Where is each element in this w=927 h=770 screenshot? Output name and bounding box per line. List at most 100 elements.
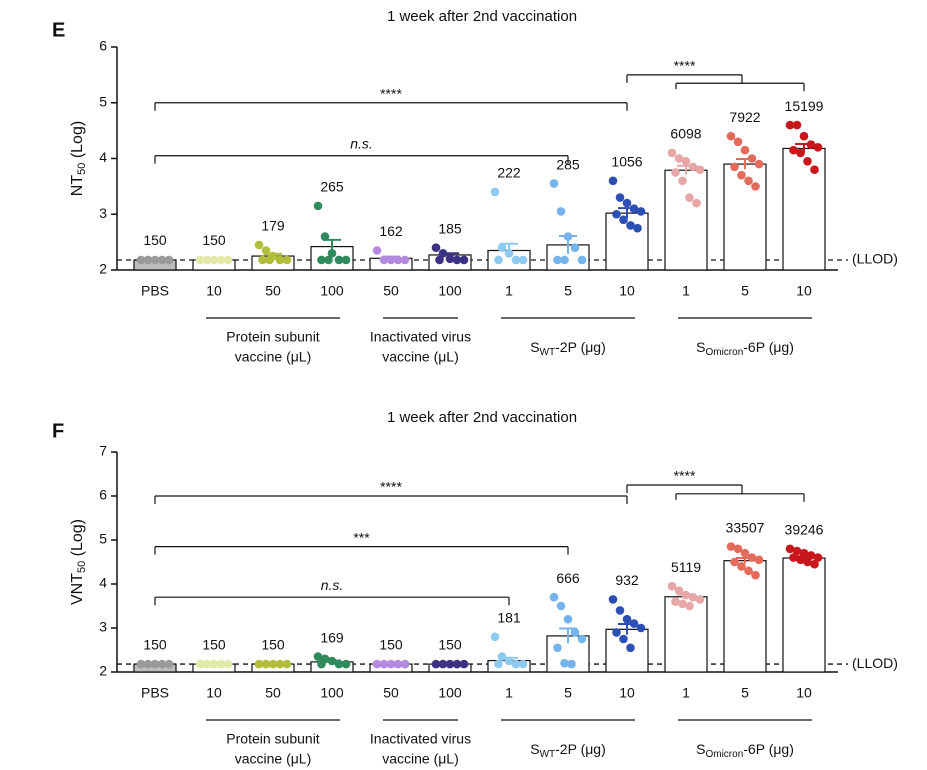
bar [605, 212, 649, 271]
data-point [636, 207, 646, 216]
data-point [785, 120, 795, 130]
value-label: 666 [556, 570, 580, 586]
bar [605, 628, 649, 673]
value-label: 150 [143, 232, 167, 248]
data-point [612, 209, 621, 219]
data-point [730, 557, 739, 567]
data-point [372, 659, 382, 669]
panel-letter: E [52, 19, 65, 41]
data-point [157, 659, 167, 669]
x-tick-label: 10 [206, 283, 222, 299]
data-point [567, 659, 576, 669]
data-point [737, 170, 746, 180]
data-point [799, 548, 809, 558]
data-point [518, 255, 528, 265]
y-axis-label: VNT50 (Log) [69, 519, 88, 605]
y-tick-label: 4 [99, 575, 107, 591]
y-tick-label: 3 [99, 619, 107, 635]
data-point [317, 659, 326, 669]
value-label: 6098 [670, 126, 701, 142]
data-point [799, 131, 809, 141]
group-label-sub: Omicron [705, 347, 743, 358]
x-tick-label: 1 [505, 283, 513, 299]
value-label: 150 [202, 232, 226, 248]
data-point [490, 187, 500, 197]
data-point [341, 255, 351, 265]
data-point [143, 255, 153, 265]
data-point [431, 243, 441, 252]
data-point [313, 201, 323, 211]
data-point [216, 255, 226, 265]
data-point [688, 162, 698, 172]
data-point [143, 659, 153, 669]
significance-label: *** [353, 529, 370, 545]
data-point [549, 592, 559, 602]
data-point [282, 659, 292, 669]
data-point [497, 243, 507, 252]
data-point [733, 137, 743, 147]
data-point [681, 156, 691, 166]
data-point [445, 254, 455, 264]
data-point [136, 255, 146, 265]
significance-label: n.s. [321, 577, 344, 593]
data-point [626, 221, 635, 230]
data-point [813, 143, 823, 152]
significance-label: **** [380, 85, 402, 101]
bar [664, 169, 708, 271]
data-point [261, 246, 271, 255]
y-tick-label: 5 [99, 93, 107, 109]
x-tick-label: 10 [619, 283, 635, 299]
x-tick-label: 100 [438, 283, 462, 299]
chart-title: 1 week after 2nd vaccination [387, 409, 577, 426]
data-point [792, 546, 802, 556]
data-point [577, 634, 587, 644]
data-point [317, 255, 326, 265]
x-tick-label: 100 [320, 685, 344, 701]
data-point [570, 628, 580, 637]
data-point [494, 255, 503, 265]
group-label-pre: S [696, 741, 705, 757]
value-label: 150 [379, 636, 403, 652]
data-point [275, 255, 285, 265]
data-point [150, 659, 160, 669]
data-point [626, 643, 635, 653]
llod-label: (LLOD) [852, 251, 898, 267]
data-point [810, 165, 819, 174]
data-point [459, 255, 469, 265]
data-point [209, 659, 219, 669]
data-point [400, 255, 410, 265]
significance-label: **** [380, 479, 402, 495]
y-tick-label: 6 [99, 487, 107, 503]
data-point [136, 659, 146, 669]
group-label: Protein subunit [226, 731, 320, 747]
x-tick-label: 10 [796, 283, 812, 299]
x-tick-label: 1 [682, 685, 690, 701]
data-point [563, 614, 573, 624]
group-label: Protein subunit [226, 329, 320, 345]
y-tick-label: 4 [99, 149, 107, 165]
data-point [789, 145, 798, 155]
x-tick-label: 10 [206, 685, 222, 701]
group-label-sub: Omicron [705, 749, 743, 760]
data-point [612, 628, 621, 637]
data-point [393, 255, 403, 265]
data-point [258, 255, 267, 265]
y-axis-label-pre: NT [69, 175, 86, 197]
data-point [553, 643, 562, 653]
data-point [202, 659, 212, 669]
data-point [327, 248, 337, 258]
x-tick-label: 5 [741, 685, 749, 701]
data-point [754, 555, 764, 565]
data-point [751, 570, 760, 580]
significance-label: n.s. [350, 135, 373, 151]
data-point [431, 659, 441, 669]
data-point [792, 120, 802, 130]
data-point [674, 154, 684, 163]
group-label-pre: S [696, 339, 705, 355]
data-point [265, 255, 274, 265]
data-point [740, 548, 750, 558]
data-point [695, 595, 705, 604]
data-point [619, 215, 628, 225]
llod-label: (LLOD) [852, 655, 898, 671]
data-point [549, 179, 559, 188]
